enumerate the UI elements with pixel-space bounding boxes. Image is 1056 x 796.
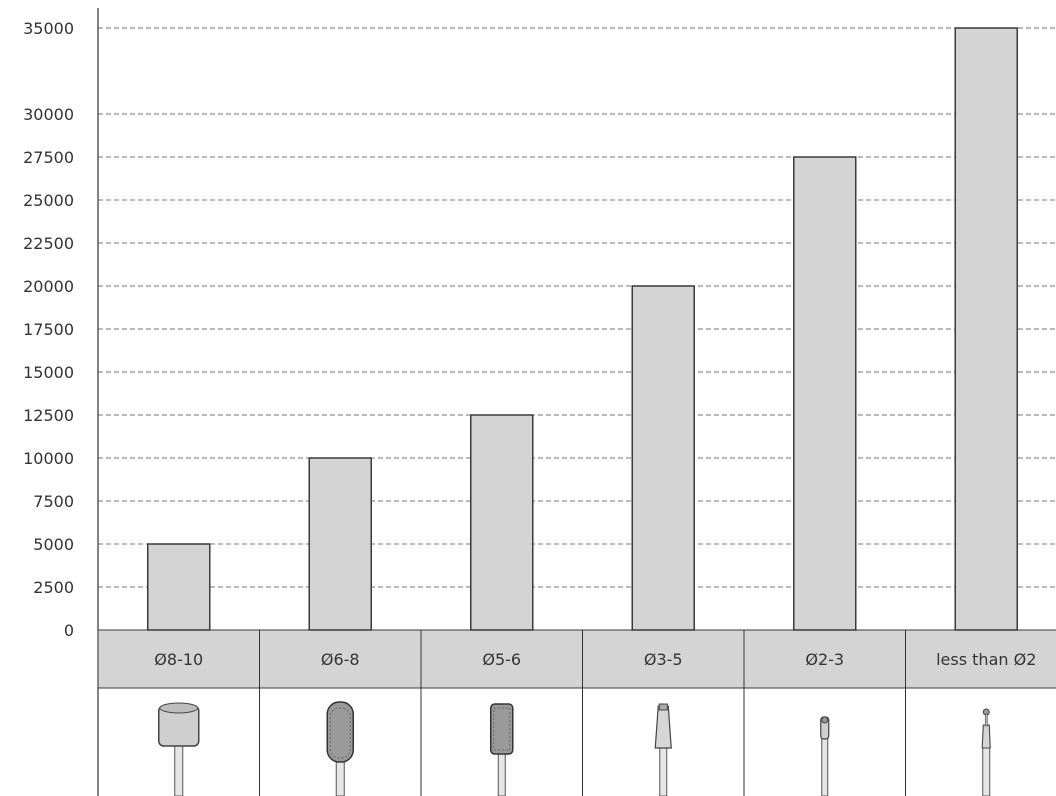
y-tick-label: 15000 — [23, 363, 74, 382]
bar — [631, 285, 695, 631]
tapered-mounted-point-icon — [654, 703, 672, 796]
category-header-band — [97, 629, 1056, 689]
category-label: Ø3-5 — [644, 650, 683, 669]
small-pencil-point-icon — [820, 716, 830, 796]
cylindrical-grinding-stone-icon — [158, 702, 200, 796]
y-tick-label: 35000 — [23, 19, 74, 38]
micro-ball-point-icon — [981, 708, 991, 796]
category-label: Ø5-6 — [482, 650, 521, 669]
y-tick-label: 12500 — [23, 406, 74, 425]
bar — [308, 457, 372, 631]
y-tick-label: 2500 — [33, 578, 74, 597]
y-tick-label: 20000 — [23, 277, 74, 296]
carbide-burr-ball-nose-icon — [326, 701, 354, 796]
y-tick-label: 22500 — [23, 234, 74, 253]
bar — [793, 156, 857, 631]
category-label: Ø8-10 — [154, 650, 203, 669]
category-label: less than Ø2 — [936, 650, 1036, 669]
y-tick-label: 7500 — [33, 492, 74, 511]
carbide-burr-cylinder-icon — [490, 703, 514, 796]
bar — [954, 27, 1018, 631]
category-label: Ø2-3 — [805, 650, 844, 669]
y-tick-label: 17500 — [23, 320, 74, 339]
bar — [147, 543, 211, 631]
y-tick-label: 0 — [64, 621, 74, 640]
category-label: Ø6-8 — [321, 650, 360, 669]
y-tick-label: 5000 — [33, 535, 74, 554]
y-tick-label: 30000 — [23, 105, 74, 124]
y-tick-label: 27500 — [23, 148, 74, 167]
y-tick-label: 10000 — [23, 449, 74, 468]
bar — [470, 414, 534, 631]
y-tick-label: 25000 — [23, 191, 74, 210]
